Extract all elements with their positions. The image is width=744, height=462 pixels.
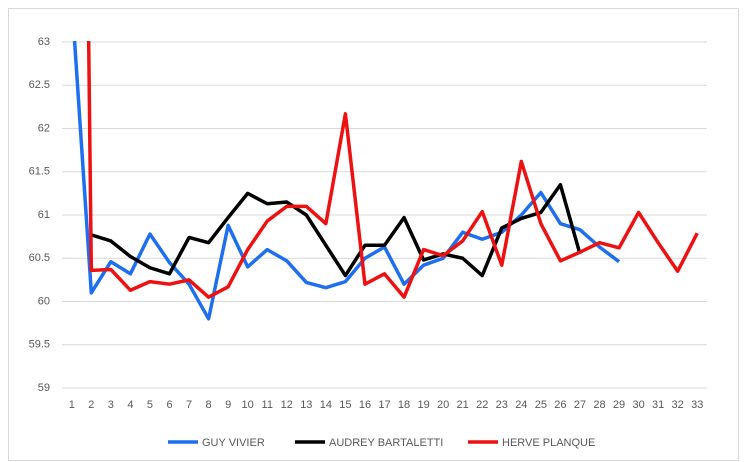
- y-tick-label: 59.5: [29, 339, 50, 351]
- x-tick-label: 6: [166, 399, 172, 411]
- y-tick-label: 62.5: [29, 79, 50, 91]
- x-tick-label: 26: [554, 399, 566, 411]
- x-tick-label: 19: [417, 399, 429, 411]
- x-tick-label: 33: [691, 399, 703, 411]
- x-tick-label: 31: [652, 399, 664, 411]
- x-tick-label: 15: [339, 399, 351, 411]
- y-tick-label: 63: [38, 36, 50, 48]
- x-tick-label: 16: [359, 399, 371, 411]
- x-tick-label: 25: [535, 399, 547, 411]
- series-line: [90, 182, 582, 278]
- x-tick-label: 3: [108, 399, 114, 411]
- x-tick-label: 27: [574, 399, 586, 411]
- x-tick-label: 7: [186, 399, 192, 411]
- x-tick-label: 10: [242, 399, 254, 411]
- x-tick-label: 13: [300, 399, 312, 411]
- y-tick-label: 61: [38, 209, 50, 221]
- chart-border: [8, 8, 739, 461]
- x-tick-label: 12: [281, 399, 293, 411]
- x-tick-label: 18: [398, 399, 410, 411]
- y-tick-label: 61.5: [29, 166, 50, 178]
- series-line: [86, 41, 699, 299]
- plot-area: [72, 41, 699, 321]
- series-line: [72, 41, 621, 321]
- x-tick-label: 29: [613, 399, 625, 411]
- x-tick-label: 11: [262, 399, 273, 411]
- x-tick-label: 9: [225, 399, 231, 411]
- x-tick-label: 2: [88, 399, 94, 411]
- x-tick-label: 20: [437, 399, 449, 411]
- legend-label: AUDREY BARTALETTI: [329, 437, 443, 449]
- x-tick-label: 28: [593, 399, 605, 411]
- x-tick-label: 24: [515, 399, 527, 411]
- y-tick-label: 62: [38, 122, 50, 134]
- x-tick-label: 5: [147, 399, 153, 411]
- x-tick-label: 4: [127, 399, 133, 411]
- x-tick-label: 1: [69, 399, 75, 411]
- x-tick-label: 14: [320, 399, 332, 411]
- x-tick-label: 21: [457, 399, 469, 411]
- legend-label: HERVE PLANQUE: [502, 437, 595, 449]
- x-tick-label: 32: [672, 399, 684, 411]
- x-tick-label: 30: [632, 399, 644, 411]
- y-tick-label: 60.5: [29, 252, 50, 264]
- x-tick-label: 8: [206, 399, 212, 411]
- legend-label: GUY VIVIER: [202, 437, 265, 449]
- x-tick-label: 23: [496, 399, 508, 411]
- y-tick-label: 60: [38, 295, 50, 307]
- x-tick-label: 22: [476, 399, 488, 411]
- y-tick-label: 59: [38, 382, 50, 394]
- x-tick-label: 17: [378, 399, 390, 411]
